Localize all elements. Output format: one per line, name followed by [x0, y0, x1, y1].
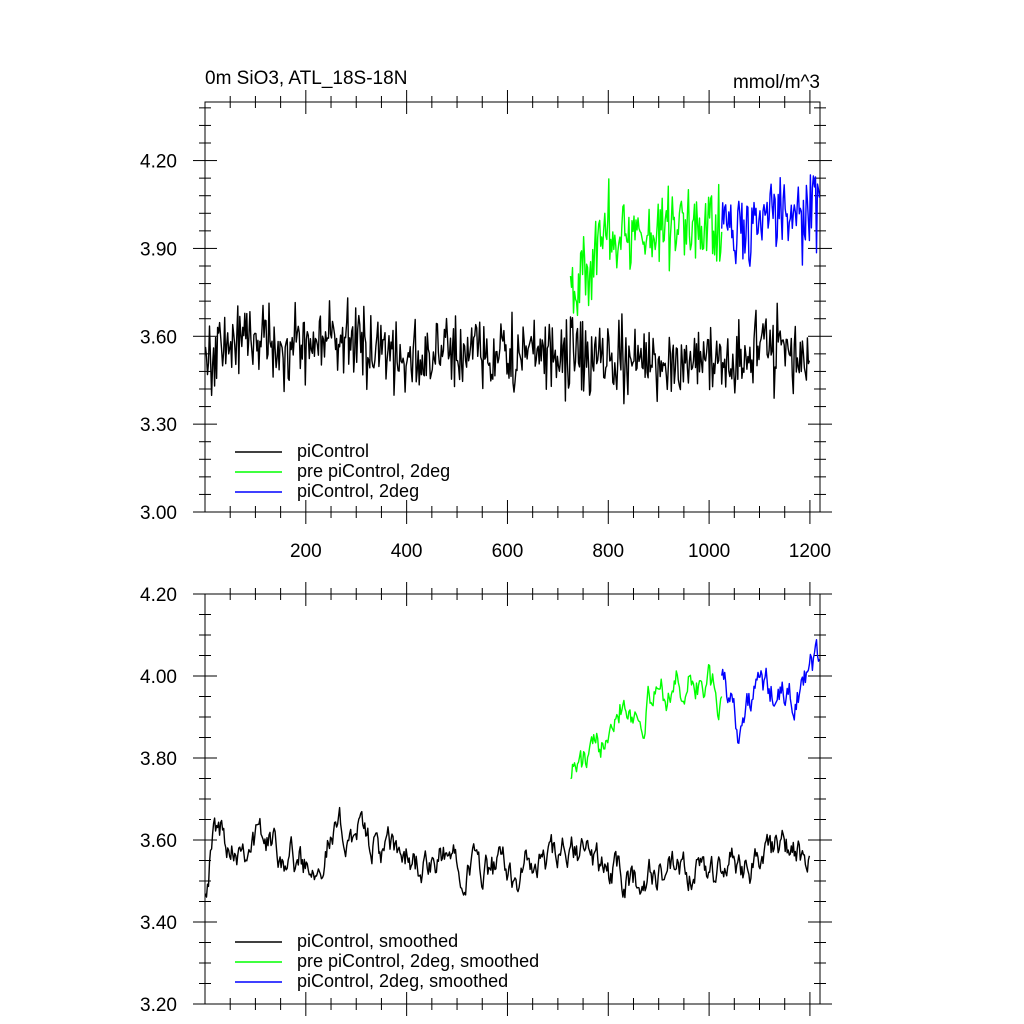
- top-panel-units: mmol/m^3: [733, 72, 820, 93]
- legend-label: piControl, 2deg: [297, 481, 419, 501]
- y-tick-label: 3.40: [140, 913, 177, 934]
- y-tick-label: 3.60: [140, 831, 177, 852]
- y-tick-label: 3.60: [140, 327, 177, 348]
- y-tick-label: 3.90: [140, 239, 177, 260]
- series-line: [205, 297, 811, 405]
- bottom-panel-series: [205, 639, 820, 899]
- series-line: [721, 174, 820, 267]
- bottom-panel-ytick-labels: 3.20 3.40 3.60 3.80 4.00 4.20: [140, 585, 177, 1016]
- top-panel-series: [205, 174, 820, 405]
- y-tick-label: 3.30: [140, 415, 177, 436]
- y-tick-label: 3.20: [140, 995, 177, 1016]
- x-tick-label: 600: [492, 541, 524, 562]
- top-panel-title: 0m SiO3, ATL_18S-18N: [205, 68, 407, 89]
- legend-label: piControl: [297, 441, 369, 461]
- series-line: [721, 639, 820, 744]
- series-line: [569, 178, 723, 317]
- x-tick-label: 1200: [789, 541, 831, 562]
- top-panel-ytick-labels: 3.00 3.30 3.60 3.90 4.20: [140, 152, 177, 524]
- series-line: [205, 806, 811, 899]
- y-tick-label: 4.20: [140, 585, 177, 606]
- x-tick-label: 1000: [688, 541, 730, 562]
- top-panel: 0m SiO3, ATL_18S-18N mmol/m^3 200 400 600 8…: [140, 68, 832, 562]
- y-tick-label: 3.00: [140, 503, 177, 524]
- legend-label: piControl, 2deg, smoothed: [297, 971, 508, 991]
- y-tick-label: 3.80: [140, 749, 177, 770]
- bottom-panel-ticks: [193, 582, 832, 1016]
- series-line: [570, 664, 723, 780]
- y-tick-label: 4.00: [140, 667, 177, 688]
- legend-label: pre piControl, 2deg: [297, 461, 450, 481]
- top-panel-xtick-labels: 200 400 600 800 1000 1200: [290, 541, 831, 562]
- bottom-panel: 3.20 3.40 3.60 3.80 4.00 4.20 piControl, smoo…: [140, 582, 832, 1016]
- x-tick-label: 400: [391, 541, 423, 562]
- x-tick-label: 200: [290, 541, 322, 562]
- legend-label: piControl, smoothed: [297, 931, 458, 951]
- x-tick-label: 800: [592, 541, 624, 562]
- legend-label: pre piControl, 2deg, smoothed: [297, 951, 539, 971]
- top-panel-frame: [204, 101, 821, 513]
- y-tick-label: 4.20: [140, 152, 177, 173]
- top-panel-ticks: [193, 90, 832, 524]
